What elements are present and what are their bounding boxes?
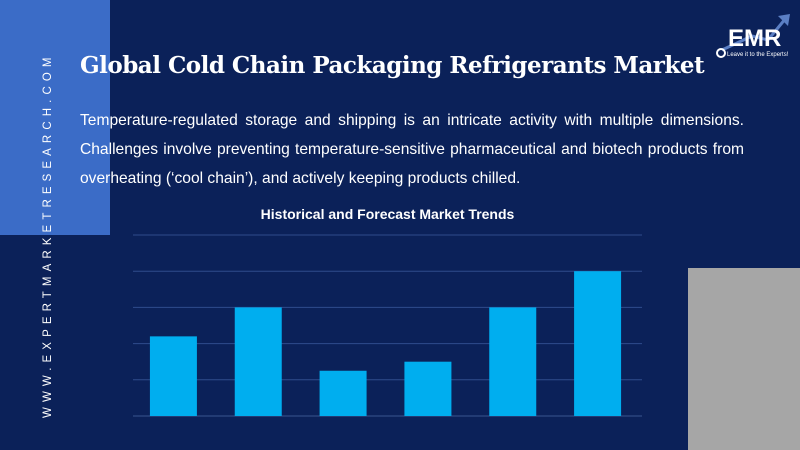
chart-title: Historical and Forecast Market Trends — [260, 206, 515, 222]
bar-5 — [489, 307, 537, 416]
bar-4 — [404, 361, 452, 416]
page-title: Global Cold Chain Packaging Refrigerants… — [80, 52, 705, 79]
accent-block — [0, 0, 110, 235]
bar-2 — [234, 307, 282, 416]
bar-1 — [149, 336, 197, 416]
bar-3 — [319, 370, 367, 416]
description: Temperature-regulated storage and shippi… — [80, 112, 744, 187]
svg-text:Leave it to the Experts!: Leave it to the Experts! — [727, 52, 789, 58]
emr-logo: EMR Leave it to the Experts! — [716, 14, 790, 58]
bar-6 — [574, 271, 622, 416]
svg-text:EMR: EMR — [728, 25, 781, 52]
grey-block — [688, 268, 800, 450]
